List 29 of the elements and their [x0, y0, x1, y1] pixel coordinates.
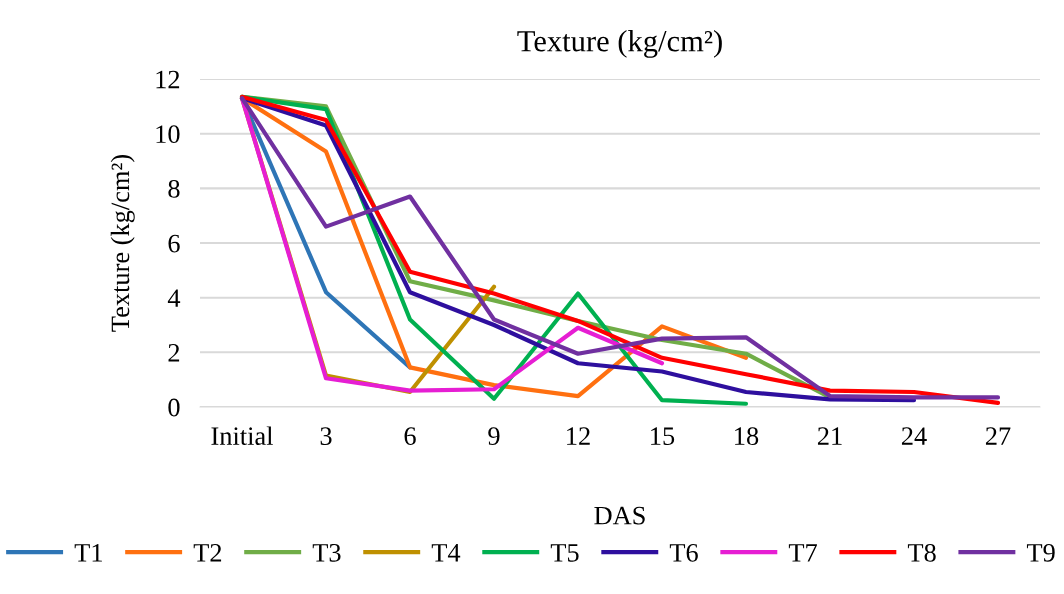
legend-label: T3 — [312, 543, 341, 562]
x-tick-label: 15 — [651, 427, 675, 446]
legend-label: T1 — [74, 544, 102, 562]
x-tick-label: Initial — [211, 426, 273, 446]
chart-title: Texture (kg/cm²) — [517, 30, 722, 58]
y-tick-label: 10 — [156, 125, 180, 144]
legend-label: T7 — [788, 544, 817, 562]
x-tick-label: 18 — [735, 427, 759, 446]
y-tick-label: 4 — [167, 289, 181, 307]
x-axis-title: DAS — [594, 506, 645, 525]
x-tick-label: 27 — [985, 427, 1011, 445]
y-tick-label: 12 — [156, 70, 180, 89]
y-tick-label: 8 — [168, 179, 180, 198]
x-tick-label: 9 — [488, 427, 500, 446]
x-tick-label: 21 — [817, 427, 842, 445]
legend-label: T6 — [669, 543, 698, 562]
legend-label: T2 — [193, 543, 222, 562]
x-tick-label: 12 — [567, 427, 590, 445]
legend-label: T5 — [550, 544, 579, 562]
legend-label: T9 — [1026, 543, 1055, 562]
x-tick-label: 24 — [901, 427, 927, 445]
x-tick-label: 6 — [404, 427, 416, 446]
y-axis-title: Texture (kg/cm²) — [110, 155, 135, 332]
x-tick-label: 3 — [320, 427, 332, 446]
y-tick-label: 0 — [168, 398, 180, 417]
legend-label: T8 — [907, 543, 936, 562]
legend-label: T4 — [431, 544, 461, 562]
y-tick-label: 2 — [168, 344, 180, 362]
y-tick-label: 6 — [168, 234, 180, 253]
